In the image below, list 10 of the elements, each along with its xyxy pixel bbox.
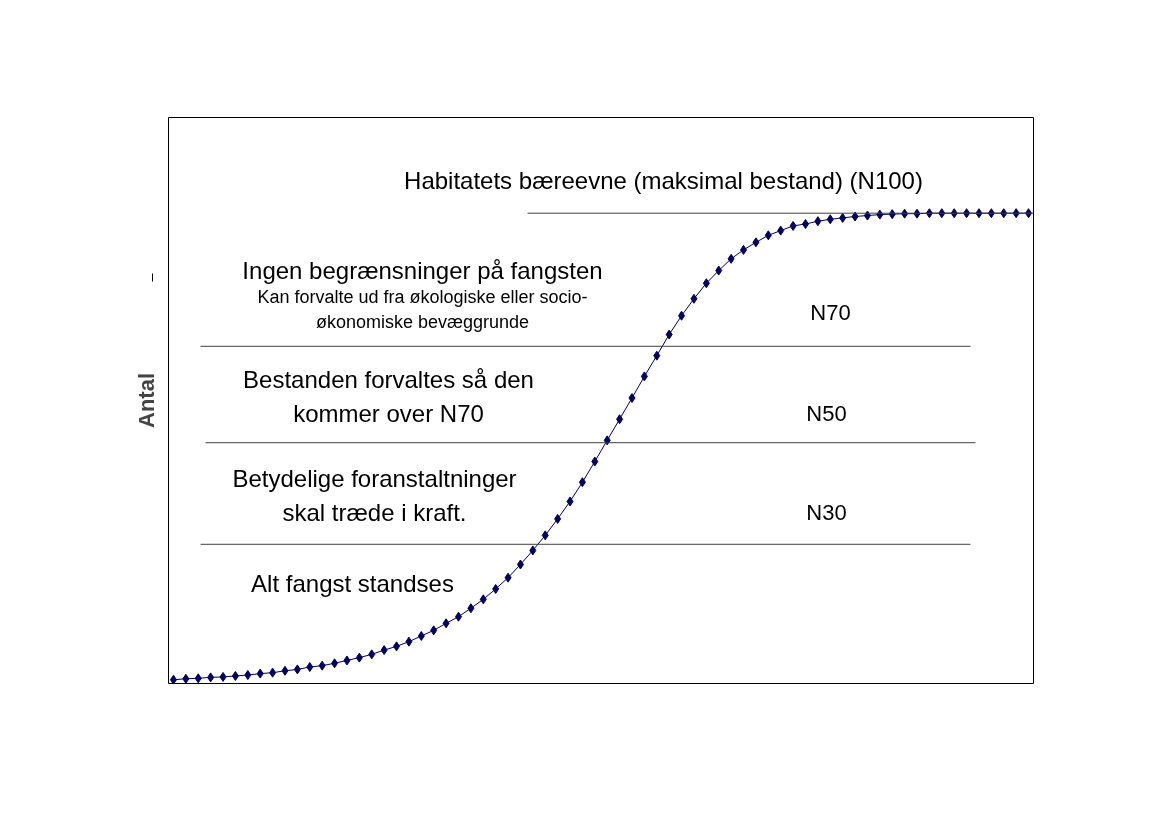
annotation: Betydelige foranstaltninger skal træde i kraft. <box>232 465 517 526</box>
annotation: Alt fangst standses <box>251 570 454 597</box>
annotation: Kan forvalte ud fra økologiske eller socio- økonomiske bevæggrunde <box>257 287 588 332</box>
ref-line-label: N50 <box>806 401 847 426</box>
annotation: Ingen begrænsninger på fangsten <box>242 257 603 284</box>
ref-line-label: N30 <box>806 500 847 525</box>
ref-line-label: N70 <box>810 300 851 325</box>
y-axis-title: Antal <box>133 373 159 428</box>
annotation: Bestanden forvaltes så den kommer over N70 <box>243 366 534 427</box>
ref-line-label: Habitatets bæreevne (maksimal bestand) (N100) <box>404 167 923 194</box>
